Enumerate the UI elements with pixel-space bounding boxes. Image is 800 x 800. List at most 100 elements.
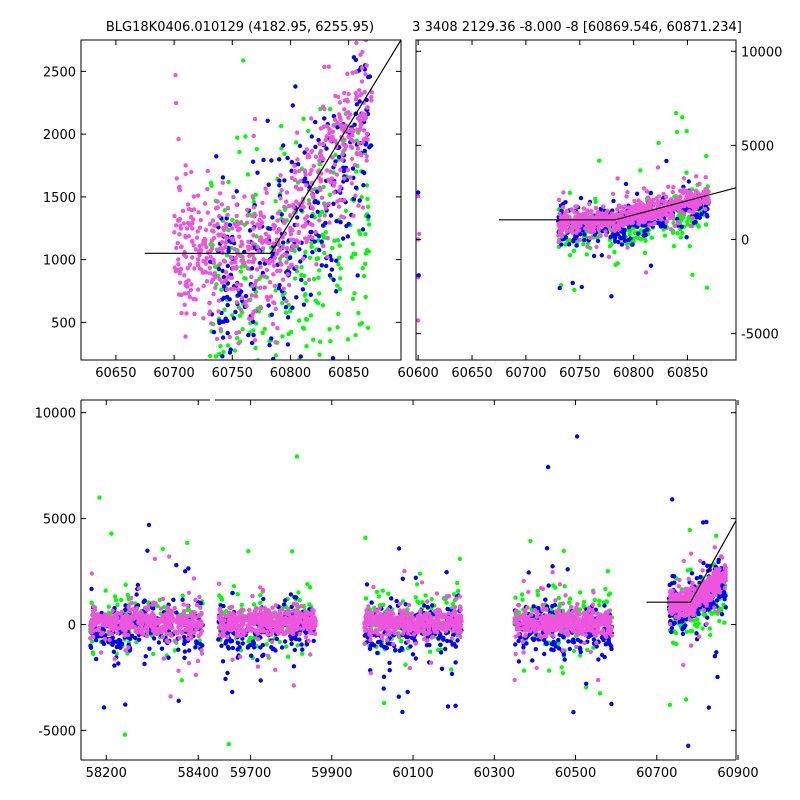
magenta-point [585, 225, 590, 230]
magenta-point [591, 223, 596, 228]
green-point [350, 241, 356, 247]
magenta-point [89, 622, 94, 627]
magenta-point [189, 618, 195, 623]
blue-point [313, 119, 318, 125]
magenta-point [671, 185, 676, 190]
blue-point [345, 234, 351, 239]
magenta-point [353, 193, 358, 198]
y-tick-label: 0 [741, 234, 749, 249]
magenta-point [297, 631, 302, 637]
green-point [567, 253, 573, 258]
blue-point [322, 116, 327, 121]
magenta-point [161, 656, 166, 661]
magenta-point [210, 228, 215, 233]
magenta-point [247, 607, 252, 613]
magenta-point [195, 626, 200, 631]
magenta-point [110, 608, 115, 613]
green-point [89, 639, 95, 644]
blue-point [329, 257, 334, 263]
magenta-point [603, 232, 609, 238]
blue-point [611, 198, 616, 204]
green-point [214, 282, 219, 287]
magenta-point [257, 238, 263, 243]
magenta-point [251, 133, 256, 139]
blue-point [298, 259, 303, 264]
magenta-point [250, 241, 255, 246]
magenta-point [127, 609, 132, 614]
magenta-point [139, 621, 144, 627]
magenta-point [172, 638, 177, 643]
blue-point [231, 316, 237, 321]
blue-point [220, 354, 225, 359]
magenta-point [295, 222, 300, 227]
magenta-point [245, 623, 250, 628]
blue-point [265, 118, 270, 124]
magenta-point [156, 618, 161, 623]
magenta-point [288, 225, 293, 231]
x-tick-label: 60650 [451, 366, 492, 381]
magenta-point [284, 190, 290, 195]
magenta-point [577, 212, 582, 217]
magenta-point [697, 181, 702, 186]
magenta-point [239, 295, 245, 300]
magenta-point [314, 262, 319, 267]
magenta-point [617, 212, 622, 218]
green-point [413, 595, 418, 600]
magenta-point [183, 234, 188, 239]
magenta-point [375, 617, 380, 622]
magenta-point [221, 225, 226, 231]
magenta-point [336, 112, 342, 117]
green-point [297, 318, 302, 323]
magenta-point [150, 617, 155, 622]
magenta-point [160, 624, 165, 630]
magenta-point [184, 226, 190, 231]
magenta-point [341, 215, 347, 220]
magenta-point [170, 625, 175, 630]
magenta-point [88, 636, 93, 641]
x-tick-label: 60800 [270, 366, 311, 381]
magenta-point [695, 205, 700, 210]
green-point [561, 548, 566, 554]
blue-point [351, 196, 356, 202]
blue-point [214, 154, 219, 159]
green-point [380, 588, 385, 593]
blue-point [353, 185, 359, 190]
green-point [318, 161, 323, 167]
green-point [350, 296, 356, 301]
blue-point [312, 239, 317, 244]
blue-point [400, 576, 405, 581]
magenta-point [414, 625, 419, 630]
green-point [307, 585, 313, 590]
magenta-point [236, 624, 241, 629]
magenta-point [407, 665, 412, 671]
magenta-point [230, 238, 236, 243]
blue-point [381, 686, 386, 691]
blue-point [338, 220, 343, 225]
magenta-point [652, 201, 657, 206]
magenta-point [91, 604, 96, 609]
magenta-point [326, 201, 331, 206]
magenta-point [250, 194, 255, 199]
magenta-point [262, 285, 267, 290]
magenta-point [650, 197, 656, 203]
green-point [593, 199, 598, 205]
blue-point [221, 603, 226, 609]
magenta-point [185, 202, 191, 207]
magenta-point [234, 202, 239, 208]
magenta-point [332, 162, 338, 167]
green-point [686, 215, 691, 221]
green-point [307, 255, 313, 260]
magenta-point [286, 282, 292, 288]
green-point [687, 244, 692, 249]
blue-point [293, 84, 298, 89]
green-point [673, 110, 679, 116]
green-point [260, 330, 265, 335]
green-point [264, 642, 269, 647]
green-point [690, 272, 695, 277]
blue-point [408, 644, 413, 649]
magenta-point [285, 608, 291, 614]
blue-point [634, 191, 640, 196]
blue-point [219, 643, 224, 648]
magenta-point [688, 223, 694, 229]
green-point [273, 199, 278, 204]
